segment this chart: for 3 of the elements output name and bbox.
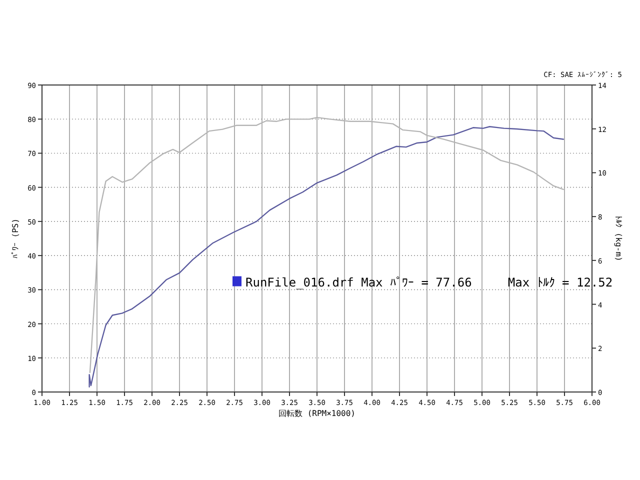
y-axis-title: ﾊﾟﾜｰ (PS): [11, 218, 20, 259]
x-axis-title: 回転数 (RPM×1000): [278, 409, 356, 418]
y2-axis-title: ﾄﾙｸ (kg-m): [614, 216, 623, 262]
